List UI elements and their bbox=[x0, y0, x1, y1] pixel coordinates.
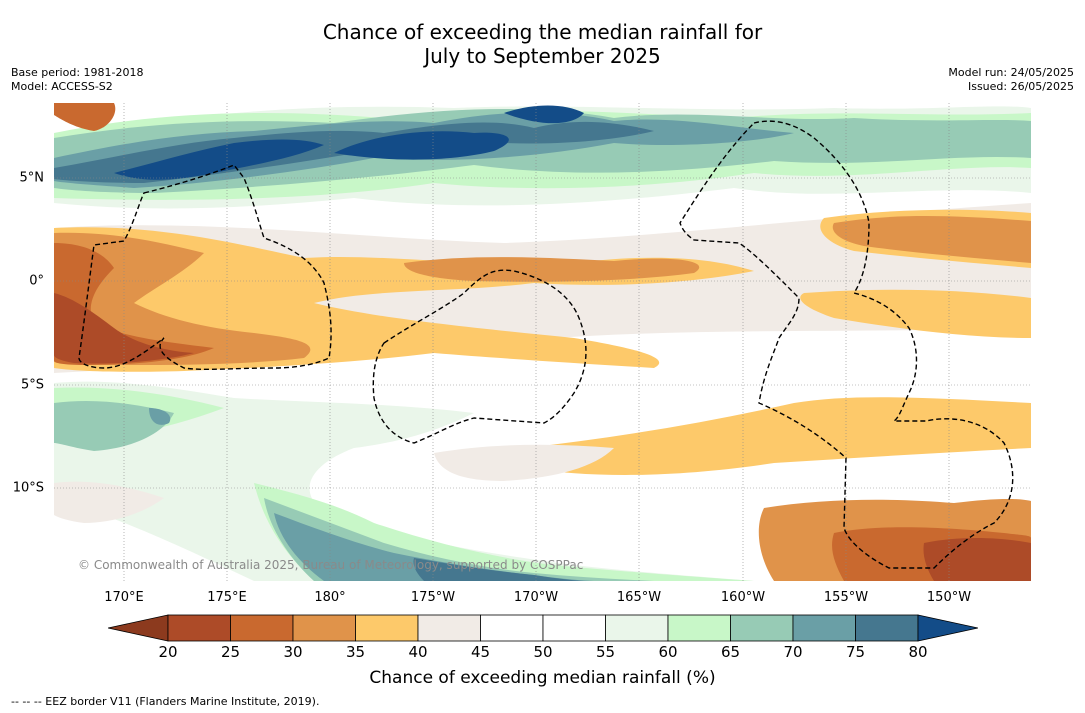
colorbar-tick-label: 30 bbox=[283, 643, 303, 661]
map-canvas bbox=[54, 103, 1031, 581]
lon-label-170e: 170°E bbox=[104, 590, 144, 605]
colorbar-tick-label: 65 bbox=[720, 643, 741, 661]
rainfall-map bbox=[54, 103, 1031, 581]
wet-band-south-blue bbox=[413, 558, 584, 581]
lat-label-0: 0° bbox=[29, 273, 44, 289]
model-name: Model: ACCESS-S2 bbox=[11, 80, 113, 93]
lon-label-160w: 160°W bbox=[720, 590, 766, 605]
model-run: Model run: 24/05/2025 bbox=[948, 66, 1074, 79]
map-title: Chance of exceeding the median rainfall … bbox=[0, 20, 1085, 68]
colorbar-extension-high bbox=[917, 614, 978, 642]
title-line-1: Chance of exceeding the median rainfall … bbox=[322, 20, 763, 44]
colorbar-tick-label: 20 bbox=[158, 643, 178, 661]
eez-border-east bbox=[679, 120, 1014, 569]
colorbar-tick-label: 25 bbox=[220, 643, 241, 661]
meta-left: Base period: 1981-2018 Model: ACCESS-S2 bbox=[11, 66, 143, 94]
colorbar-tick-label: 45 bbox=[470, 643, 491, 661]
dry-band-south-yellow bbox=[524, 397, 1031, 475]
issued-date: Issued: 26/05/2025 bbox=[967, 80, 1074, 93]
colorbar-segment bbox=[792, 614, 856, 642]
colorbar-tick-label: 55 bbox=[595, 643, 616, 661]
lon-label-155w: 155°W bbox=[823, 590, 869, 605]
colorbar-segment bbox=[355, 614, 419, 642]
lat-label-5s: 5°S bbox=[20, 377, 44, 393]
dry-band-equator-orange bbox=[54, 232, 700, 365]
lon-label-170w: 170°W bbox=[513, 590, 559, 605]
colorbar-segment bbox=[855, 614, 919, 642]
copyright-notice: © Commonwealth of Australia 2025, Bureau… bbox=[78, 558, 584, 572]
eez-note: -- -- -- EEZ border V11 (Flanders Marine… bbox=[11, 695, 320, 708]
colorbar-tick-label: 60 bbox=[658, 643, 678, 661]
colorbar-label: Chance of exceeding median rainfall (%) bbox=[369, 668, 716, 688]
lat-label-5n: 5°N bbox=[19, 170, 45, 186]
colorbar-tick-label: 50 bbox=[533, 643, 553, 661]
wet-band-north-dark bbox=[114, 105, 584, 180]
colorbar-segment bbox=[230, 614, 294, 642]
colorbar-tick-label: 80 bbox=[908, 643, 928, 661]
lon-label-180: 180° bbox=[314, 590, 346, 605]
lon-label-175e: 175°E bbox=[207, 590, 247, 605]
dry-band-east-orange bbox=[832, 216, 1031, 263]
lon-label-165w: 165°W bbox=[616, 590, 662, 605]
colorbar-segment bbox=[542, 614, 606, 642]
colorbar-tick-label: 40 bbox=[408, 643, 428, 661]
colorbar-tick-label: 70 bbox=[783, 643, 803, 661]
colorbar-segment bbox=[167, 614, 231, 642]
neutral-patch-southwest bbox=[54, 444, 614, 523]
lon-label-175w: 175°W bbox=[410, 590, 456, 605]
meta-right: Model run: 24/05/2025 Issued: 26/05/2025 bbox=[948, 66, 1074, 94]
lon-label-150w: 150°W bbox=[926, 590, 972, 605]
colorbar-tick-label: 35 bbox=[345, 643, 366, 661]
eez-border-west bbox=[78, 164, 332, 371]
colorbar-segment bbox=[605, 614, 669, 642]
eez-borders bbox=[78, 120, 1014, 569]
colorbar-tick-label: 75 bbox=[845, 643, 866, 661]
dry-patch-north bbox=[54, 103, 116, 131]
base-period: Base period: 1981-2018 bbox=[11, 66, 144, 79]
graticule bbox=[54, 103, 1031, 581]
dry-core-deep bbox=[54, 293, 1031, 581]
colorbar-segment bbox=[480, 614, 544, 642]
colorbar-segment bbox=[730, 614, 794, 642]
lat-label-10s: 10°S bbox=[12, 480, 44, 496]
title-line-2: July to September 2025 bbox=[424, 44, 661, 68]
colorbar-segment bbox=[292, 614, 356, 642]
colorbar-extension-low bbox=[108, 614, 169, 642]
colorbar bbox=[108, 614, 978, 642]
wet-band-south-light bbox=[54, 381, 754, 581]
colorbar-segment bbox=[417, 614, 481, 642]
colorbar-segment bbox=[667, 614, 731, 642]
